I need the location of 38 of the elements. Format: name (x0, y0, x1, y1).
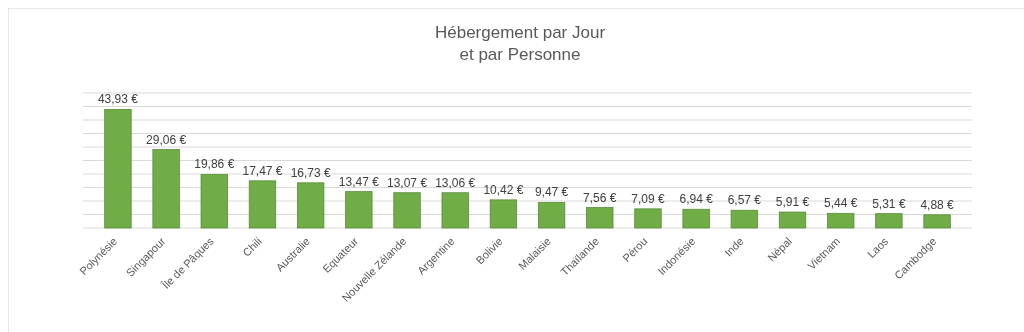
bar (248, 180, 277, 229)
bar (682, 208, 710, 229)
bar (393, 192, 421, 229)
bar (634, 208, 662, 229)
data-label: 5,31 € (872, 196, 906, 211)
data-label: 13,47 € (338, 174, 380, 189)
bar (200, 173, 228, 229)
data-label: 13,06 € (435, 175, 476, 190)
bar (586, 207, 614, 229)
bar (537, 202, 566, 229)
data-label: 6,57 € (727, 193, 762, 208)
data-label: 4,88 € (920, 197, 955, 212)
data-label: 19,86 € (194, 157, 235, 172)
data-label: 6,94 € (679, 192, 714, 207)
bar (104, 108, 132, 229)
data-label: 43,93 € (97, 92, 139, 107)
data-label: 9,47 € (534, 185, 569, 200)
bar (152, 149, 180, 229)
data-label: 5,91 € (775, 195, 810, 210)
bar (923, 214, 951, 229)
bar (441, 192, 469, 229)
bar (875, 213, 903, 229)
data-label: 7,09 € (631, 191, 665, 206)
bar (778, 211, 807, 229)
data-label: 7,56 € (583, 190, 617, 205)
bar (345, 191, 373, 229)
x-tick-label: Inde (722, 234, 746, 259)
data-label: 10,42 € (483, 182, 524, 197)
bar (827, 212, 855, 229)
data-label: 13,07 € (387, 175, 428, 190)
bar (297, 182, 325, 229)
data-label: 17,47 € (242, 163, 283, 178)
bar (489, 199, 518, 229)
data-label: 5,44 € (824, 196, 858, 211)
data-label: 16,73 € (290, 165, 332, 180)
data-label: 29,06 € (146, 132, 187, 147)
chart-title: Hébergement par Jour et par Personne (434, 23, 606, 64)
bar (730, 209, 758, 229)
